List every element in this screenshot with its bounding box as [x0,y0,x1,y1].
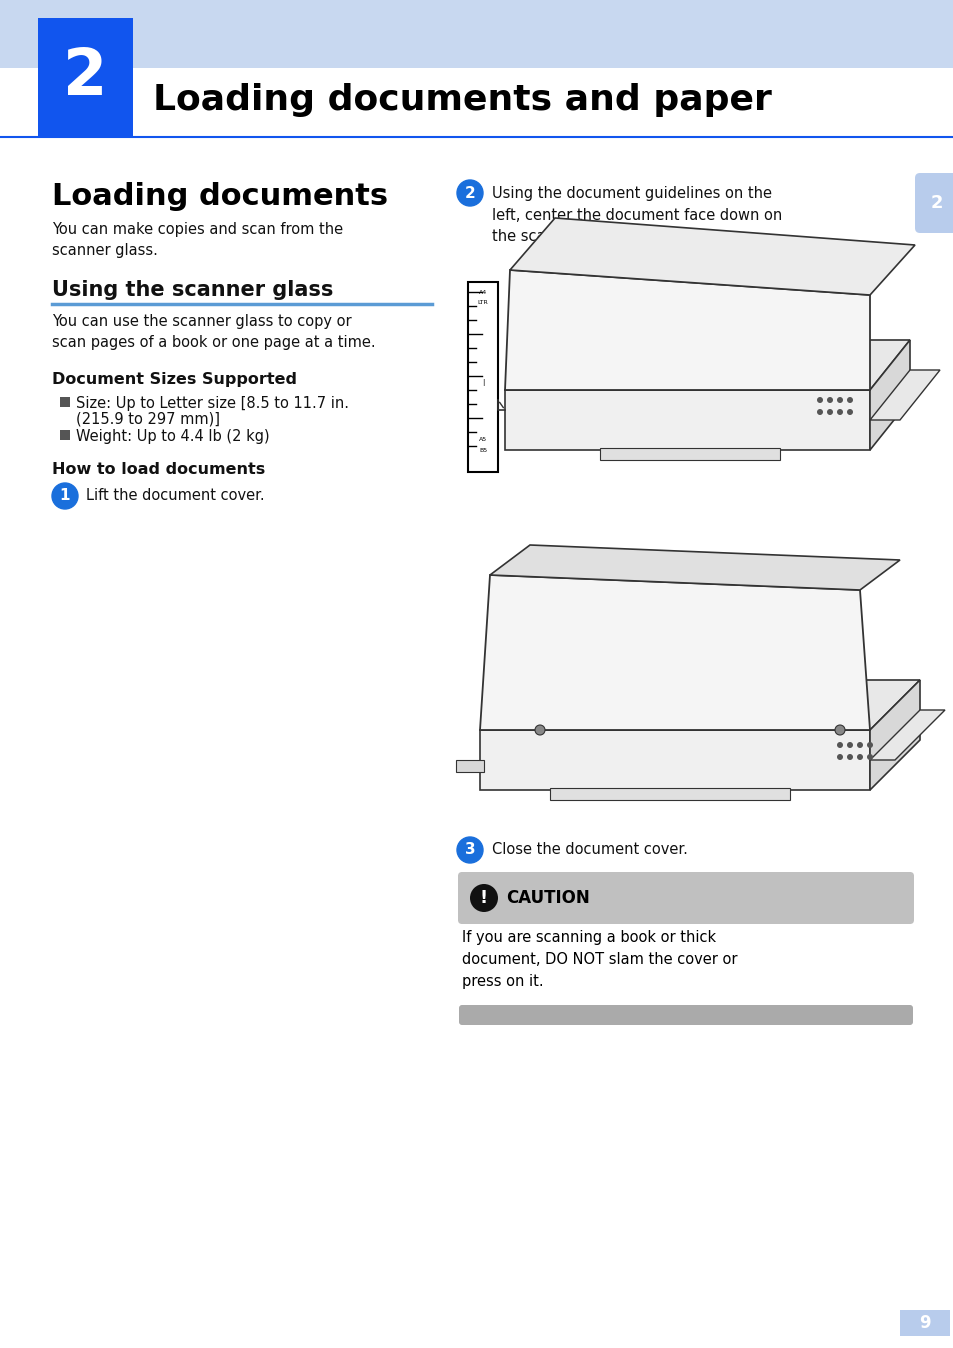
Circle shape [816,408,822,415]
Circle shape [805,348,809,352]
Circle shape [802,356,806,360]
FancyBboxPatch shape [899,1310,949,1336]
Text: CAUTION: CAUTION [505,888,589,907]
FancyBboxPatch shape [468,282,497,472]
Circle shape [815,368,820,372]
Circle shape [788,369,792,373]
FancyBboxPatch shape [458,1006,912,1024]
FancyBboxPatch shape [456,760,483,772]
Polygon shape [504,270,869,390]
Circle shape [796,372,801,376]
Polygon shape [504,390,869,450]
Text: If you are scanning a book or thick
document, DO NOT slam the cover or
press on : If you are scanning a book or thick docu… [461,930,737,989]
FancyBboxPatch shape [38,18,132,136]
Text: A4: A4 [478,290,487,295]
Circle shape [856,741,862,748]
Text: 1: 1 [60,488,71,504]
FancyBboxPatch shape [550,789,789,799]
Circle shape [836,754,842,760]
Circle shape [856,754,862,760]
Text: Weight: Up to 4.4 lb (2 kg): Weight: Up to 4.4 lb (2 kg) [76,429,270,443]
Text: Size: Up to Letter size [8.5 to 11.7 in.: Size: Up to Letter size [8.5 to 11.7 in. [76,396,349,411]
Polygon shape [519,345,814,386]
Text: Using the document guidelines on the
left, center the document face down on
the : Using the document guidelines on the lef… [492,186,781,244]
Text: How to load documents: How to load documents [52,462,265,477]
Circle shape [52,483,78,510]
Circle shape [818,360,822,364]
Circle shape [535,725,544,735]
Polygon shape [479,576,869,731]
Circle shape [812,376,816,380]
Circle shape [813,350,817,355]
Circle shape [794,355,799,359]
Polygon shape [869,710,944,760]
Text: 2: 2 [63,46,107,108]
FancyBboxPatch shape [0,0,953,67]
Polygon shape [869,340,909,450]
Circle shape [846,398,852,403]
Text: Loading documents: Loading documents [52,182,388,212]
Polygon shape [510,687,829,723]
Text: (215.9 to 297 mm)]: (215.9 to 297 mm)] [76,412,220,427]
Circle shape [826,363,830,367]
FancyBboxPatch shape [60,430,70,439]
Text: 2: 2 [930,194,943,212]
Text: Document Sizes Supported: Document Sizes Supported [52,372,296,387]
Circle shape [866,741,872,748]
Text: Lift the document cover.: Lift the document cover. [86,488,264,504]
Text: Loading documents and paper: Loading documents and paper [152,84,771,117]
Circle shape [821,377,824,381]
FancyBboxPatch shape [914,173,953,233]
Polygon shape [490,545,899,590]
Circle shape [456,837,482,863]
Text: You can use the scanner glass to copy or
scan pages of a book or one page at a t: You can use the scanner glass to copy or… [52,314,375,350]
Circle shape [456,181,482,206]
Text: 3: 3 [464,842,475,857]
Circle shape [800,364,803,368]
Circle shape [866,754,872,760]
Circle shape [807,367,811,369]
Circle shape [836,741,842,748]
Text: B5: B5 [478,448,487,453]
Polygon shape [869,369,939,421]
Text: LTR: LTR [477,301,488,305]
Text: !: ! [479,888,488,907]
Circle shape [470,884,497,913]
FancyBboxPatch shape [457,872,913,923]
Text: You can make copies and scan from the
scanner glass.: You can make copies and scan from the sc… [52,222,343,257]
Circle shape [791,363,795,367]
Circle shape [829,355,833,359]
Circle shape [804,373,808,377]
Polygon shape [510,218,914,295]
Circle shape [836,408,842,415]
Circle shape [846,408,852,415]
Text: |: | [481,379,484,386]
Polygon shape [479,679,919,731]
Text: 2: 2 [464,186,475,201]
Circle shape [826,408,832,415]
Circle shape [834,725,844,735]
Polygon shape [479,731,869,790]
Text: 9: 9 [919,1314,930,1332]
Polygon shape [495,685,854,727]
Circle shape [821,352,825,356]
FancyBboxPatch shape [599,448,780,460]
Text: Close the document cover.: Close the document cover. [492,842,687,857]
Circle shape [816,398,822,403]
Circle shape [810,359,814,363]
Polygon shape [869,679,919,790]
FancyBboxPatch shape [60,398,70,407]
Circle shape [846,754,852,760]
Circle shape [836,398,842,403]
Circle shape [846,741,852,748]
Circle shape [797,346,801,350]
Polygon shape [504,340,909,390]
Text: Using the scanner glass: Using the scanner glass [52,280,333,301]
Circle shape [826,398,832,403]
Circle shape [823,369,827,373]
Text: A5: A5 [478,437,487,442]
